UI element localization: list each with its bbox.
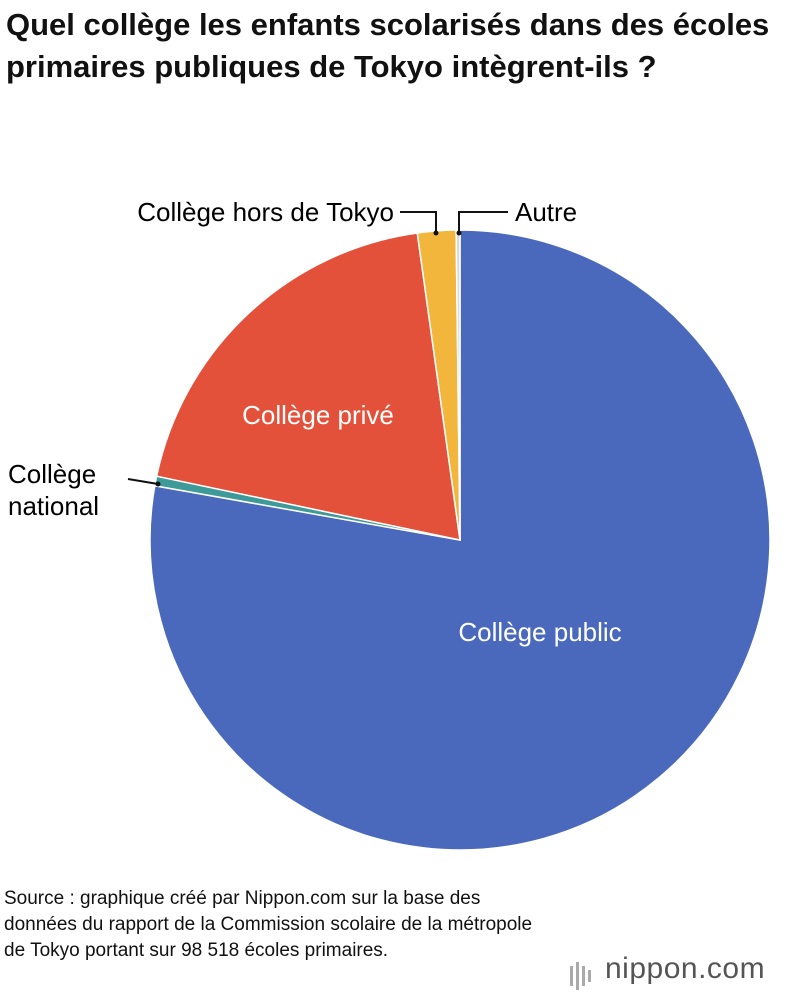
slice-label: Collège public (458, 617, 622, 647)
leader-dot (456, 230, 462, 236)
brand-logo: nippon.com (605, 952, 766, 985)
brand-icon (570, 962, 591, 990)
slice-label: Autre (515, 197, 578, 227)
leader-lines (127, 211, 508, 485)
icon-bar (588, 970, 591, 982)
slice-label: Collège national (8, 459, 100, 521)
slice-label: Collège hors de Tokyo (137, 197, 394, 227)
leader-line (127, 478, 159, 485)
pie (149, 229, 771, 851)
pie-slice (149, 229, 771, 851)
icon-bar (582, 966, 585, 986)
leader-dot (433, 230, 439, 236)
source-note: Source : graphique créé par Nippon.com s… (4, 888, 533, 961)
leader-line (458, 211, 508, 233)
chart-title: Quel collège les enfants scolarisés dans… (6, 7, 770, 84)
icon-bar (576, 962, 579, 990)
icon-bar (570, 966, 573, 986)
slice-label: Collège privé (242, 400, 394, 430)
leader-line (400, 211, 437, 233)
leader-dot (155, 481, 161, 487)
pie-slice (155, 232, 461, 541)
